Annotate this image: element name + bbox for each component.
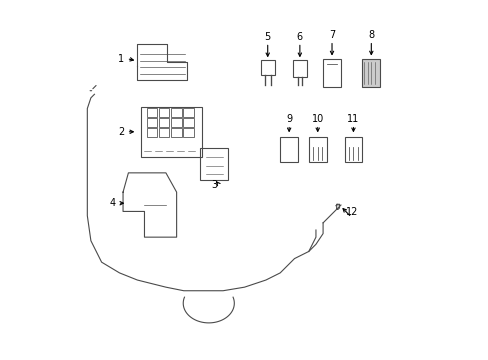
Text: 2: 2	[118, 127, 124, 137]
Text: 4: 4	[109, 198, 115, 208]
Text: 5: 5	[264, 32, 270, 42]
Text: 7: 7	[328, 30, 334, 40]
Text: 10: 10	[311, 114, 323, 124]
Text: 8: 8	[367, 30, 374, 40]
Text: 12: 12	[345, 207, 357, 217]
Text: 1: 1	[118, 54, 124, 64]
Text: 11: 11	[346, 114, 359, 124]
Text: 6: 6	[296, 32, 302, 42]
Polygon shape	[362, 59, 380, 87]
Text: 9: 9	[285, 114, 292, 124]
Text: 3: 3	[211, 180, 217, 190]
